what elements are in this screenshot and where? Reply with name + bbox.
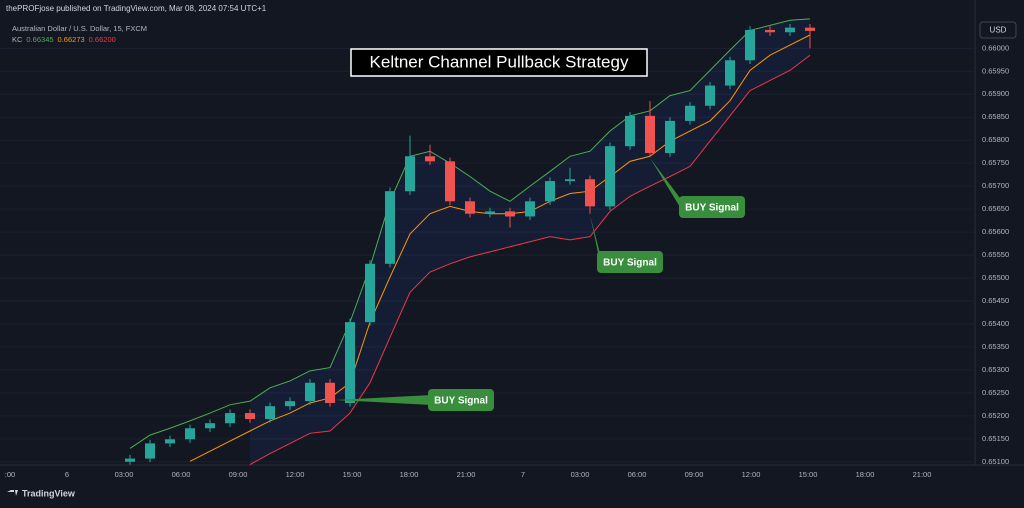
candle-body bbox=[405, 156, 415, 192]
x-tick-label: 15:00 bbox=[343, 470, 362, 479]
x-tick-label: :00 bbox=[5, 470, 15, 479]
y-tick-label: 0.65850 bbox=[982, 112, 1009, 121]
annotation-box bbox=[428, 389, 494, 411]
annotation-arrow bbox=[650, 158, 683, 212]
candle-body bbox=[285, 401, 295, 407]
y-tick-label: 0.65300 bbox=[982, 365, 1009, 374]
x-tick-label: 15:00 bbox=[799, 470, 818, 479]
candle-body bbox=[545, 181, 555, 202]
candle-body bbox=[805, 27, 815, 31]
candle-body bbox=[525, 201, 535, 217]
symbol: Australian Dollar / U.S. Dollar, 15, FXC… bbox=[12, 24, 147, 33]
annotation-text: BUY Signal bbox=[603, 258, 657, 269]
plot-area bbox=[0, 18, 975, 465]
candle-body bbox=[125, 458, 135, 462]
annotation-box bbox=[679, 196, 745, 218]
currency-box[interactable] bbox=[979, 21, 1017, 39]
candle-body bbox=[625, 115, 635, 147]
candle-body bbox=[325, 382, 335, 403]
candle-body bbox=[725, 60, 735, 86]
indicator-value: 0.66273 bbox=[58, 35, 85, 44]
x-tick-label: 12:00 bbox=[742, 470, 761, 479]
y-tick-label: 0.65200 bbox=[982, 411, 1009, 420]
y-tick-label: 0.65650 bbox=[982, 204, 1009, 213]
kc-line bbox=[129, 18, 811, 449]
annotation-box bbox=[597, 251, 663, 273]
y-tick-label: 0.65250 bbox=[982, 388, 1009, 397]
y-tick-label: 0.65400 bbox=[982, 319, 1009, 328]
candle-body bbox=[245, 413, 255, 420]
x-tick-label: 09:00 bbox=[685, 470, 704, 479]
candle-body bbox=[145, 443, 155, 459]
candle-body bbox=[645, 115, 655, 154]
y-tick-label: 0.65150 bbox=[982, 434, 1009, 443]
x-tick-label: 21:00 bbox=[457, 470, 476, 479]
x-tick-label: 06:00 bbox=[628, 470, 647, 479]
indicator-legend: KC 0.66345 0.66273 0.66200 bbox=[12, 35, 116, 44]
candle-body bbox=[305, 382, 315, 402]
y-tick-label: 0.65450 bbox=[982, 296, 1009, 305]
kc-line bbox=[249, 54, 811, 465]
x-tick-label: 03:00 bbox=[571, 470, 590, 479]
annotation-arrow bbox=[335, 395, 432, 405]
x-tick-label: 03:00 bbox=[115, 470, 134, 479]
candle-body bbox=[345, 322, 355, 403]
annotation-text: BUY Signal bbox=[434, 396, 488, 407]
y-tick-label: 0.65500 bbox=[982, 273, 1009, 282]
y-tick-label: 0.65100 bbox=[982, 457, 1009, 466]
y-tick-label: 0.65550 bbox=[982, 250, 1009, 259]
candle-body bbox=[225, 413, 235, 424]
candle-body bbox=[765, 29, 775, 33]
candle-body bbox=[505, 211, 515, 217]
candle-body bbox=[205, 423, 215, 429]
candle-body bbox=[385, 191, 395, 264]
y-tick-label: 0.65600 bbox=[982, 227, 1009, 236]
candle-body bbox=[185, 428, 195, 440]
indicator-value: 0.66345 bbox=[26, 35, 53, 44]
candle-body bbox=[165, 439, 175, 444]
y-tick-label: 0.65750 bbox=[982, 158, 1009, 167]
candle-body bbox=[745, 29, 755, 61]
y-tick-label: 0.65900 bbox=[982, 89, 1009, 98]
y-tick-label: 0.65700 bbox=[982, 181, 1009, 190]
candle-body bbox=[485, 211, 495, 214]
x-tick-label: 09:00 bbox=[229, 470, 248, 479]
title-box bbox=[350, 48, 648, 77]
indicator-value: 0.66200 bbox=[89, 35, 116, 44]
candle-body bbox=[665, 120, 675, 154]
y-tick-label: 0.66000 bbox=[982, 43, 1009, 52]
candle-body bbox=[465, 201, 475, 214]
candle-body bbox=[425, 156, 435, 162]
tv-logo bbox=[7, 490, 18, 496]
candle-body bbox=[565, 179, 575, 182]
candle-body bbox=[705, 85, 715, 106]
annotation-text: BUY Signal bbox=[685, 203, 739, 214]
x-tick-label: 06:00 bbox=[172, 470, 191, 479]
candle-body bbox=[785, 27, 795, 33]
x-tick-label: 7 bbox=[521, 470, 525, 479]
publisher: thePROFjose published on TradingView.com… bbox=[6, 4, 267, 13]
brand: TradingView bbox=[22, 488, 76, 498]
y-tick-label: 0.65800 bbox=[982, 135, 1009, 144]
indicator-name: KC bbox=[12, 35, 23, 44]
candle-body bbox=[265, 406, 275, 420]
candle-body bbox=[605, 146, 615, 207]
candle-body bbox=[585, 179, 595, 207]
candle-body bbox=[365, 263, 375, 323]
candle-body bbox=[445, 161, 455, 202]
y-tick-label: 0.65950 bbox=[982, 66, 1009, 75]
x-tick-label: 6 bbox=[65, 470, 69, 479]
x-tick-label: 18:00 bbox=[856, 470, 875, 479]
x-tick-label: 18:00 bbox=[400, 470, 419, 479]
x-tick-label: 21:00 bbox=[913, 470, 932, 479]
x-tick-label: 12:00 bbox=[286, 470, 305, 479]
currency[interactable]: USD bbox=[990, 26, 1007, 35]
chart-title: Keltner Channel Pullback Strategy bbox=[370, 52, 629, 71]
y-tick-label: 0.65350 bbox=[982, 342, 1009, 351]
candle-body bbox=[685, 105, 695, 121]
kc-line bbox=[189, 34, 811, 462]
